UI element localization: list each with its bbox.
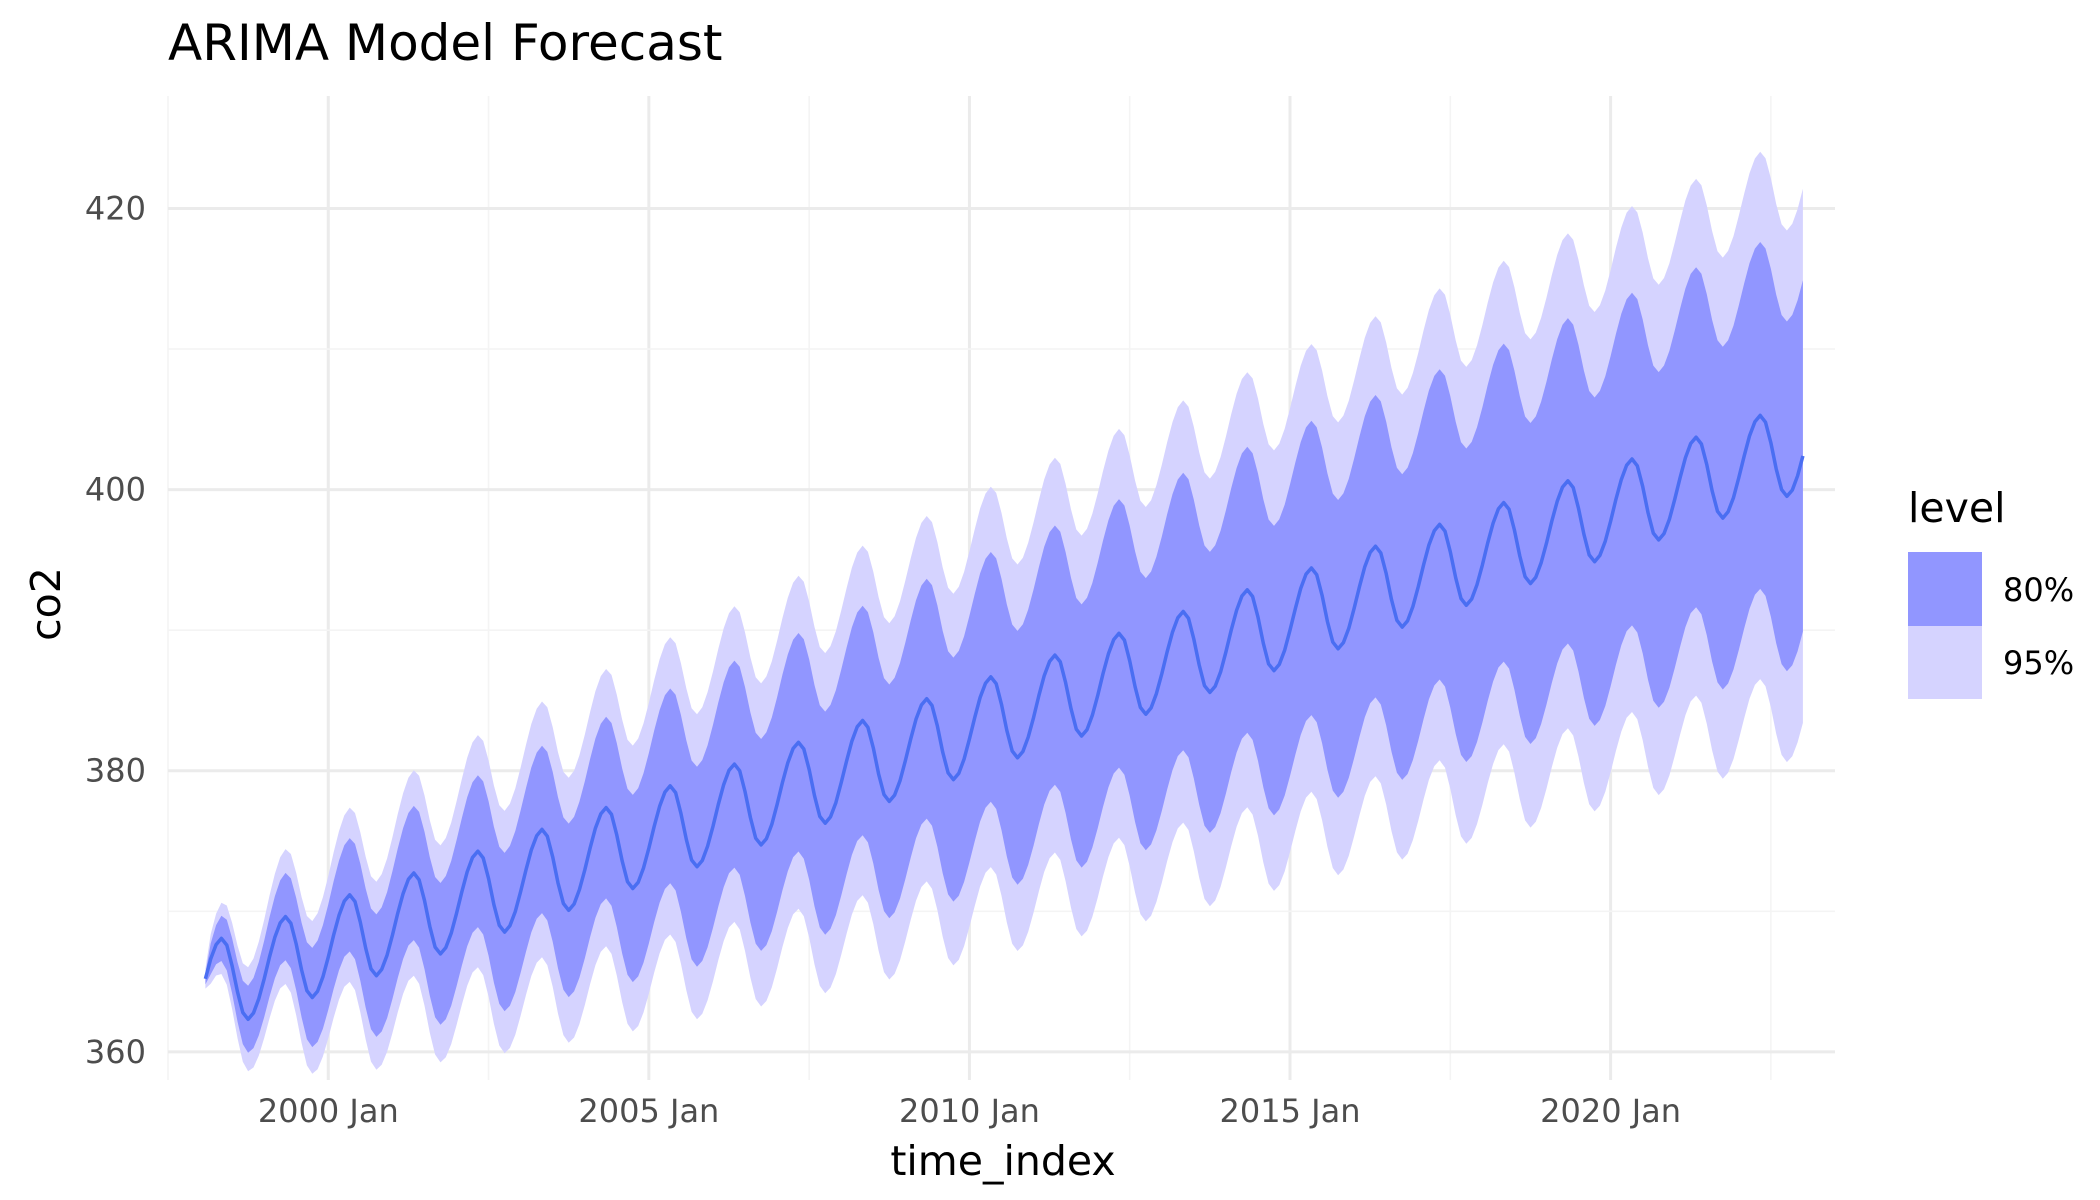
forecast-line bbox=[203, 413, 1805, 1022]
y-axis-ticks: 360 380 400 420 bbox=[85, 189, 146, 1070]
y-tick-label: 420 bbox=[85, 189, 146, 227]
y-axis-title: co2 bbox=[22, 567, 70, 641]
band-80 bbox=[205, 242, 1803, 1053]
x-tick-label: 2010 Jan bbox=[899, 1092, 1040, 1130]
y-tick-label: 400 bbox=[85, 471, 146, 509]
x-tick-label: 2015 Jan bbox=[1220, 1092, 1361, 1130]
x-axis-title: time_index bbox=[890, 1137, 1115, 1185]
x-tick-label: 2020 Jan bbox=[1540, 1092, 1681, 1130]
forecast-bands bbox=[205, 151, 1803, 1074]
y-tick-label: 380 bbox=[85, 752, 146, 790]
legend-swatch-80 bbox=[1908, 552, 1982, 626]
legend-label-80: 80% bbox=[2003, 571, 2074, 609]
legend-title: level bbox=[1908, 484, 2006, 532]
legend-swatch-95 bbox=[1908, 626, 1982, 699]
forecast-line-group bbox=[203, 413, 1805, 1022]
legend: level 80% 95% bbox=[1908, 484, 2074, 699]
y-tick-label: 360 bbox=[85, 1033, 146, 1071]
legend-label-95: 95% bbox=[2003, 644, 2074, 682]
x-axis-ticks: 2000 Jan 2005 Jan 2010 Jan 2015 Jan 2020 Jan bbox=[258, 1092, 1681, 1130]
chart-title: ARIMA Model Forecast bbox=[168, 14, 723, 72]
x-tick-label: 2000 Jan bbox=[258, 1092, 399, 1130]
x-tick-label: 2005 Jan bbox=[578, 1092, 719, 1130]
